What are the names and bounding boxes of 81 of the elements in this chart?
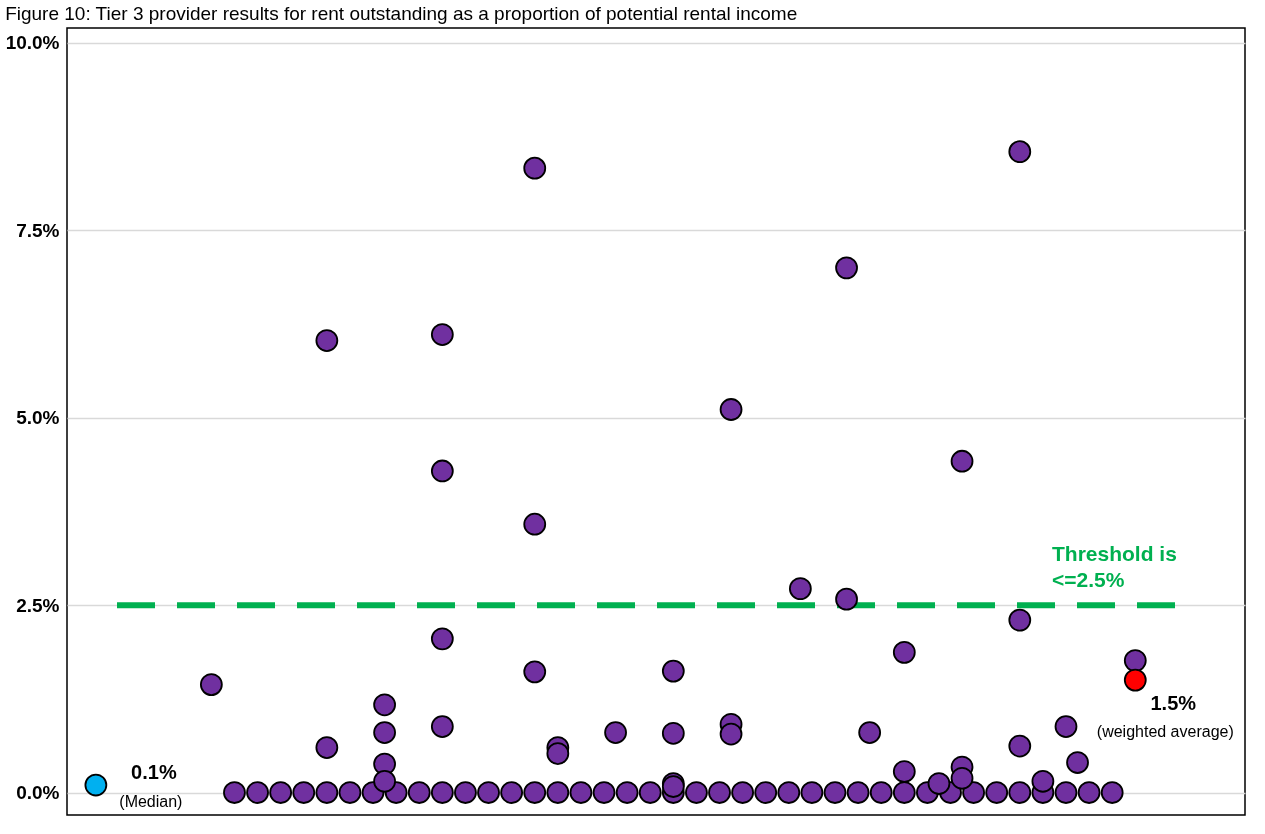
point xyxy=(719,722,743,746)
point xyxy=(835,587,858,611)
point xyxy=(1123,649,1147,672)
point xyxy=(1054,715,1078,738)
point xyxy=(1123,668,1147,692)
point xyxy=(1054,781,1078,804)
point xyxy=(477,781,500,804)
y-tick-label: 0.0% xyxy=(16,782,60,804)
point xyxy=(800,781,824,804)
point xyxy=(523,512,547,536)
point xyxy=(454,781,477,804)
point xyxy=(292,781,316,804)
point xyxy=(269,781,293,804)
point xyxy=(373,721,396,744)
y-tick-label: 7.5% xyxy=(16,219,60,241)
point xyxy=(569,781,593,804)
point xyxy=(1031,769,1055,793)
point xyxy=(777,781,801,804)
point xyxy=(246,781,269,804)
point xyxy=(927,772,951,795)
point xyxy=(615,781,639,804)
point xyxy=(1008,608,1032,632)
point xyxy=(500,781,524,804)
chart-title: Figure 10: Tier 3 provider results for rent outstanding as a proportion of potential rental income xyxy=(5,3,798,24)
point xyxy=(523,781,547,804)
point xyxy=(1008,140,1032,164)
point xyxy=(869,781,893,804)
point xyxy=(835,256,858,280)
point xyxy=(604,721,627,744)
point xyxy=(1008,734,1032,758)
point xyxy=(892,760,916,783)
point xyxy=(858,721,882,744)
point xyxy=(950,766,974,790)
point xyxy=(430,715,454,738)
point xyxy=(708,781,731,804)
point xyxy=(546,781,570,804)
point xyxy=(892,781,916,804)
point xyxy=(315,781,339,804)
point xyxy=(892,640,916,664)
point xyxy=(685,781,708,804)
point xyxy=(373,769,396,793)
y-tick-label: 2.5% xyxy=(16,594,60,616)
point xyxy=(430,627,454,651)
point xyxy=(84,773,108,797)
point xyxy=(985,781,1009,804)
point xyxy=(338,781,362,804)
y-tick-label: 5.0% xyxy=(16,407,60,429)
annotation: (Median) xyxy=(119,793,183,811)
point xyxy=(638,781,662,804)
point xyxy=(592,781,616,804)
point xyxy=(846,781,870,804)
point xyxy=(731,781,755,804)
point xyxy=(223,781,246,804)
annotation: (weighted average) xyxy=(1096,723,1234,741)
point xyxy=(1066,751,1089,774)
point xyxy=(962,781,985,804)
point xyxy=(1008,781,1032,804)
point xyxy=(430,459,454,483)
point xyxy=(430,323,454,346)
point xyxy=(823,781,847,804)
point xyxy=(373,693,396,717)
point xyxy=(661,721,685,745)
point xyxy=(199,673,223,696)
annotation: 0.1% xyxy=(131,761,177,784)
annotation: 1.5% xyxy=(1150,692,1197,715)
point xyxy=(754,781,778,804)
point xyxy=(315,329,339,352)
point xyxy=(788,577,812,601)
point xyxy=(315,736,339,759)
point xyxy=(407,781,431,804)
point xyxy=(719,398,743,421)
point xyxy=(661,659,685,683)
point xyxy=(430,781,454,804)
point xyxy=(523,156,547,180)
point xyxy=(523,660,547,684)
point xyxy=(950,449,974,473)
point xyxy=(1100,781,1124,804)
ref-line-label: Threshold is <=2.5% xyxy=(1052,542,1177,592)
y-tick-label: 10.0% xyxy=(5,32,60,54)
point xyxy=(546,742,570,765)
point xyxy=(1077,781,1101,804)
